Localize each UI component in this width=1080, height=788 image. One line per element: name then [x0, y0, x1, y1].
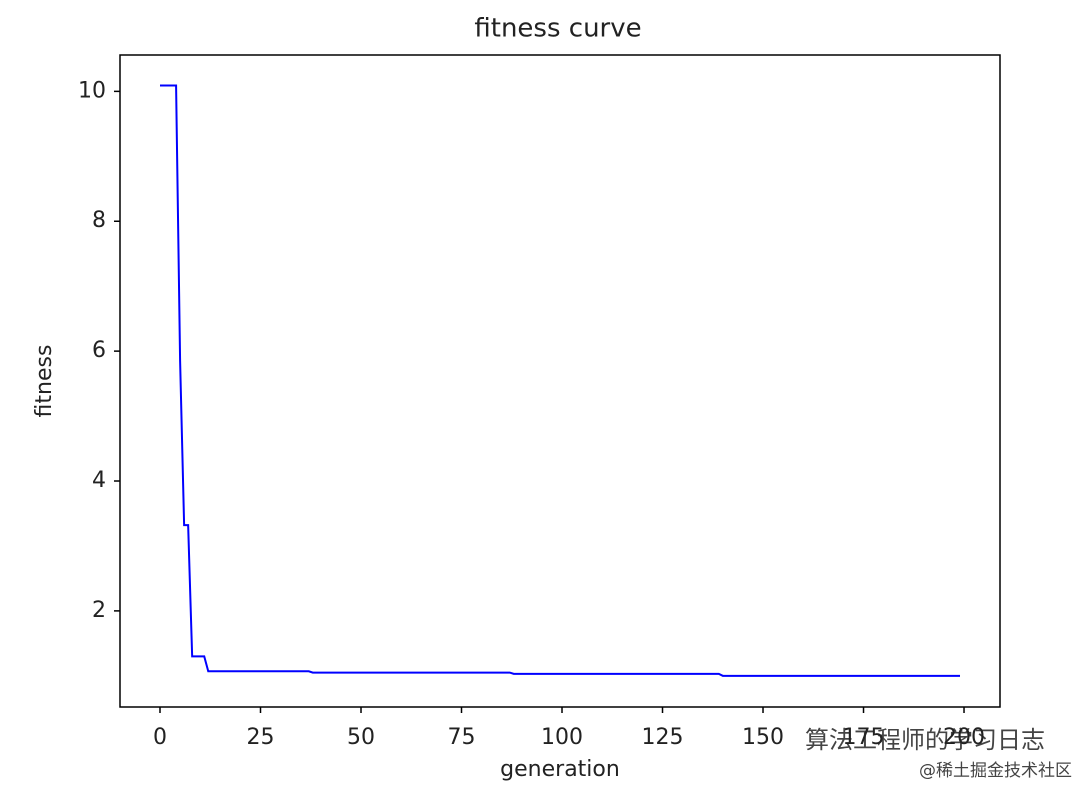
x-tick-label: 25: [247, 725, 275, 750]
y-tick-label: 8: [92, 208, 106, 233]
x-tick-label: 125: [642, 725, 684, 750]
x-tick-label: 150: [742, 725, 784, 750]
y-axis-label: fitness: [32, 345, 57, 418]
watermark: @稀土掘金技术社区: [919, 761, 1072, 781]
y-tick-label: 2: [92, 598, 106, 623]
y-tick-label: 6: [92, 338, 106, 363]
x-tick-label: 0: [153, 725, 167, 750]
line-series: [160, 84, 960, 677]
y-tick-label: 10: [78, 78, 106, 103]
chart-title: fitness curve: [474, 14, 641, 44]
x-tick-label: 75: [448, 725, 476, 750]
x-tick-label: 200: [943, 725, 985, 750]
x-tick-label: 50: [347, 725, 375, 750]
plot-frame: [119, 54, 1001, 708]
y-tick-label: 4: [92, 468, 106, 493]
x-axis-label: generation: [500, 757, 620, 782]
x-tick-label: 175: [843, 725, 885, 750]
watermark: 算法工程师的学习日志: [805, 726, 1045, 754]
x-tick-label: 100: [541, 725, 583, 750]
